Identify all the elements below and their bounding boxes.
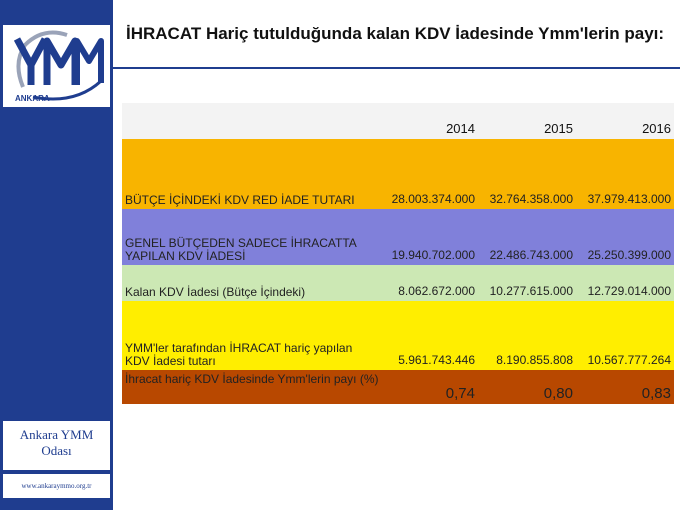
row-value: 0,83 xyxy=(641,385,671,402)
row-label: BÜTÇE İÇİNDEKİ KDV RED İADE TUTARI xyxy=(125,193,355,207)
table-row: GENEL BÜTÇEDEN SADECE İHRACATTA YAPILAN … xyxy=(122,209,674,265)
row-value: 12.729.014.000 xyxy=(587,284,671,298)
row-value: 19.940.702.000 xyxy=(391,248,475,262)
table-header-row: 2014 2015 2016 xyxy=(122,103,674,139)
table-row: Kalan KDV İadesi (Bütçe İçindeki) 8.062.… xyxy=(122,265,674,301)
title-divider xyxy=(113,67,680,69)
org-name: Ankara YMM Odası xyxy=(3,421,110,470)
row-label: GENEL BÜTÇEDEN SADECE İHRACATTA YAPILAN … xyxy=(125,236,357,263)
svg-text:ANKARA: ANKARA xyxy=(15,94,50,103)
page-title: İHRACAT Hariç tutulduğunda kalan KDV İad… xyxy=(126,24,665,43)
year-header: 2015 xyxy=(544,121,573,136)
row-value: 0,80 xyxy=(543,385,573,402)
org-name-line2: Odası xyxy=(41,443,72,458)
row-value: 25.250.399.000 xyxy=(587,248,671,262)
row-value: 22.486.743.000 xyxy=(489,248,573,262)
org-name-line1: Ankara YMM xyxy=(19,427,94,442)
kdv-table: 2014 2015 2016 BÜTÇE İÇİNDEKİ KDV RED İA… xyxy=(122,103,674,404)
row-value: 10.277.615.000 xyxy=(489,284,573,298)
row-value: 28.003.374.000 xyxy=(391,192,475,206)
row-value: 10.567.777.264 xyxy=(587,353,671,367)
row-label: İhracat hariç KDV İadesinde Ymm'lerin pa… xyxy=(125,372,379,386)
table-row: İhracat hariç KDV İadesinde Ymm'lerin pa… xyxy=(122,370,674,404)
ymm-logo: ANKARA xyxy=(3,25,110,107)
table-row: BÜTÇE İÇİNDEKİ KDV RED İADE TUTARI 28.00… xyxy=(122,139,674,209)
row-value: 5.961.743.446 xyxy=(398,353,475,367)
row-value: 37.979.413.000 xyxy=(587,192,671,206)
row-value: 8.062.672.000 xyxy=(398,284,475,298)
row-label: Kalan KDV İadesi (Bütçe İçindeki) xyxy=(125,285,306,299)
row-label: YMM'ler tarafından İHRACAT hariç yapılan… xyxy=(125,341,353,368)
row-value: 8.190.855.808 xyxy=(496,353,573,367)
row-value: 0,74 xyxy=(445,385,475,402)
ymm-logo-icon: ANKARA xyxy=(13,30,104,103)
sidebar: ANKARA Ankara YMM Odası www.ankaraymmo.o… xyxy=(0,0,113,510)
header-blank-cell xyxy=(122,103,380,139)
year-header: 2014 xyxy=(446,121,475,136)
website-link[interactable]: www.ankaraymmo.org.tr xyxy=(3,474,110,498)
table-row: YMM'ler tarafından İHRACAT hariç yapılan… xyxy=(122,301,674,370)
row-value: 32.764.358.000 xyxy=(489,192,573,206)
year-header: 2016 xyxy=(642,121,671,136)
